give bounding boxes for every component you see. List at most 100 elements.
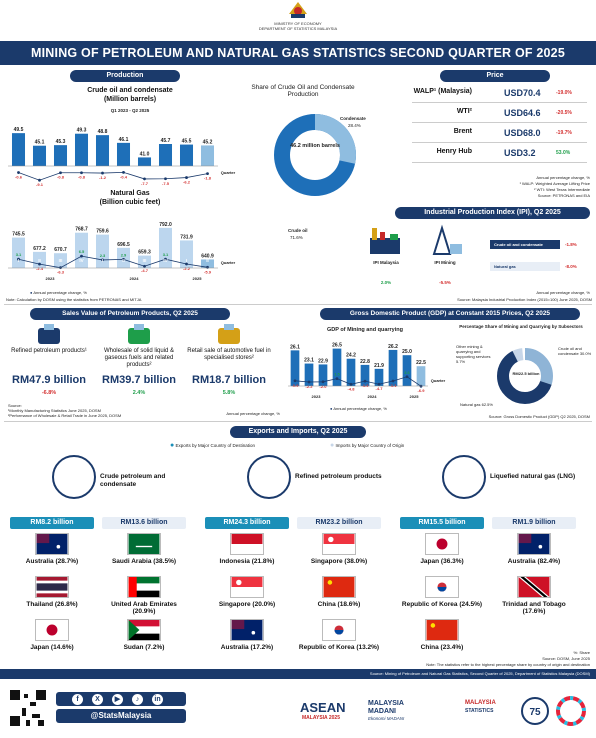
bar-value-label: 26.2 <box>388 344 398 350</box>
import-value: RM1.9 billion <box>492 517 576 529</box>
price-divider <box>412 162 587 163</box>
change-point <box>164 177 167 181</box>
trade-country: Thailand (26.8%) <box>26 601 78 608</box>
change-point <box>185 262 188 266</box>
bar <box>318 364 328 386</box>
production-pill: Production <box>70 70 180 82</box>
change-point <box>80 254 83 258</box>
export-value: RM15.5 billion <box>400 517 484 529</box>
gdp-center: RM22.5 billion <box>512 371 540 376</box>
bar-value-label: 670.7 <box>54 247 67 253</box>
quarter-tick-label: III <box>143 258 147 263</box>
crude-period: Q1 2023 - Q2 2025 <box>110 108 150 113</box>
trade-note-share: %: Share <box>573 650 590 655</box>
bar <box>74 232 89 268</box>
change-value-label: -6.2 <box>183 180 191 185</box>
bar <box>179 144 194 166</box>
change-point <box>143 177 146 181</box>
price-note-3: ² WTI: West Texas Intermediate <box>534 187 590 192</box>
quarter-label: Quarter <box>221 260 236 265</box>
ipi-source: Source: Malaysia Industrial Production I… <box>457 297 592 302</box>
change-value-label: -4.7 <box>141 268 149 273</box>
bar-value-label: 792.0 <box>159 222 172 228</box>
tiktok-icon[interactable]: ♪ <box>132 693 143 705</box>
change-value-label: -2.2 <box>306 384 314 389</box>
price-value: USD3.2 <box>504 148 536 158</box>
change-line <box>294 376 422 387</box>
trade-pill: Exports and Imports, Q2 2025 <box>230 426 366 438</box>
change-value-label: -2.4 <box>36 266 44 271</box>
price-name: WTI² <box>456 108 472 115</box>
quarter-label: Quarter <box>221 170 236 175</box>
change-point <box>405 375 409 379</box>
factory-icon <box>370 228 400 254</box>
bar <box>74 133 89 166</box>
crude-pct: 71.6% <box>290 235 303 240</box>
page-title: MINING OF PETROLEUM AND NATURAL GAS STAT… <box>0 41 596 65</box>
change-value-label: -5.9 <box>204 269 212 274</box>
crude-oil-icon <box>52 455 96 499</box>
price-note-4: Source: PETRONAS and EIA <box>537 193 590 198</box>
trade-country: Republic of Korea (24.5%) <box>401 601 483 608</box>
bar <box>360 364 370 386</box>
gas-unit: (Billion cubic feet) <box>99 199 161 206</box>
change-value-label: 1.5 <box>334 372 340 377</box>
bar-value-label: 659.3 <box>138 250 151 256</box>
bar <box>11 133 26 166</box>
qr-code-icon[interactable] <box>8 688 48 728</box>
bar-value-label: 745.5 <box>12 232 25 238</box>
bar <box>158 144 173 166</box>
bar-value-label: 696.5 <box>117 242 130 248</box>
footer-area <box>0 679 596 738</box>
asean-logo: ASEAN <box>300 700 346 715</box>
bar-value-label: 759.6 <box>96 229 109 235</box>
fuel-barrel-icon <box>128 324 150 344</box>
youtube-icon[interactable]: ▶ <box>112 693 123 705</box>
x-icon[interactable]: X <box>92 693 103 705</box>
price-divider <box>412 122 587 123</box>
quarter-label: Quarter <box>431 378 446 383</box>
price-note-2: ¹ WALP: Weighted Average Lifting Price <box>519 181 590 186</box>
price-note-1: Annual percentage change, % <box>536 175 590 180</box>
change-value-label: 3.1 <box>16 252 22 257</box>
change-value-label: 2.3 <box>100 253 106 258</box>
change-point <box>206 265 209 269</box>
svg-text:75: 75 <box>529 707 541 718</box>
bar-value-label: 22.9 <box>318 358 328 364</box>
change-value-label: -4.7 <box>376 386 384 391</box>
change-value-label: -9.1 <box>36 182 44 187</box>
price-name: WALP¹ (Malaysia) <box>413 88 472 95</box>
gdp-subsector-donut <box>497 348 553 404</box>
facebook-icon[interactable]: f <box>72 693 83 705</box>
bar <box>32 145 47 166</box>
gas-production-chart: 745.5 677.2 670.7 768.7 759.6 696.5 659.3 792.0… <box>8 222 236 281</box>
trade-country: Trinidad and Tobago (17.6%) <box>502 601 566 615</box>
ipi-malaysia-value: 2.0% <box>380 280 392 285</box>
trade-group-title: Refined petroleum products <box>295 473 382 480</box>
bar <box>53 145 68 166</box>
bar-value-label: 26.1 <box>290 344 300 350</box>
year-label: 2025 <box>193 276 203 281</box>
gdp-slice-crude: Crude oil and condensate 30.0% <box>558 346 592 356</box>
price-change: -20.5% <box>556 110 572 116</box>
change-point <box>38 262 41 266</box>
bar-value-label: 41.0 <box>140 151 150 157</box>
stat-logo-1: MALAYSIA <box>465 700 496 706</box>
gdp-slice <box>497 348 553 404</box>
change-point <box>307 380 311 384</box>
trade-country: Australia (17.2%) <box>220 644 274 651</box>
linkedin-icon[interactable]: in <box>152 693 163 705</box>
change-value-label: -2.0 <box>320 384 328 389</box>
change-point <box>321 380 325 384</box>
year-label: 2024 <box>130 276 140 281</box>
ipi-pill: Industrial Production Index (IPI), Q2 20… <box>395 207 590 219</box>
flag-icon <box>35 533 69 555</box>
bar-value-label: 45.3 <box>56 139 66 145</box>
social-handle[interactable]: @StatsMalaysia <box>56 709 186 723</box>
legend-exports: ● Exports by Major Country of Destinatio… <box>170 442 256 449</box>
trade-country: United Arab Emirates (20.9%) <box>111 601 177 615</box>
sales-value: RM39.7 billion <box>102 374 176 386</box>
bar <box>137 157 152 166</box>
flag-icon <box>230 576 264 598</box>
change-point <box>335 377 339 381</box>
